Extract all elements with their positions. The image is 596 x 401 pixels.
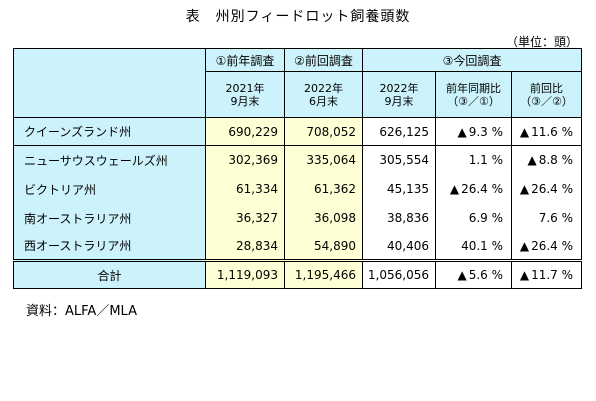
yoy-cell: ▲ 26.4 % [435, 174, 512, 204]
last-value: 54,890 [284, 232, 363, 261]
total-row: 合計 1,119,093 1,195,466 1,056,056 ▲ 5.6 % … [13, 259, 582, 289]
current-value: 626,125 [362, 117, 436, 146]
decrease-mark: ▲ [519, 182, 530, 196]
header-row-1: ①前年調査 ②前回調査 ③今回調査 [13, 48, 582, 118]
total-yoy-value: 5.6 % [468, 268, 503, 282]
header-prev-ratio-label: 前回比 [530, 81, 563, 95]
header-yoy-label: 前年同期比 [446, 81, 501, 95]
prev-ratio-cell: 7.6 % [511, 203, 582, 233]
header-last-period: 2022年 6月末 [284, 71, 363, 118]
yoy-value: 6.9 % [468, 211, 503, 225]
yoy-value: 40.1 % [461, 238, 503, 253]
decrease-mark: ▲ [449, 182, 460, 196]
state-name: ビクトリア州 [13, 174, 206, 204]
last-value: 335,064 [284, 145, 363, 175]
prev-ratio-value: 8.8 % [538, 153, 573, 168]
header-prev-ratio-formula: （③／②） [520, 94, 573, 108]
prev-ratio-value: 26.4 % [531, 238, 573, 253]
prev-value: 61,334 [205, 174, 285, 204]
prev-value: 28,834 [205, 232, 285, 261]
header-state-cell [13, 48, 206, 118]
table-row: 西オーストラリア州 28,834 54,890 40,406 40.1 % ▲ 2… [13, 232, 582, 261]
total-label: 合計 [13, 259, 206, 289]
last-value: 61,362 [284, 174, 363, 204]
total-prev-ratio-value: 11.7 % [531, 268, 573, 282]
yoy-value: 26.4 % [461, 182, 503, 196]
decrease-mark: ▲ [519, 268, 530, 282]
table-row: 南オーストラリア州 36,327 36,098 38,836 6.9 % 7.6… [13, 203, 582, 233]
prev-ratio-cell: ▲ 8.8 % [511, 145, 582, 175]
header-prev-period: 2021年 9月末 [205, 71, 285, 118]
total-last-value: 1,195,466 [284, 259, 363, 289]
header-last-period-year: 2022年 [304, 81, 343, 95]
last-value: 36,098 [284, 203, 363, 233]
current-value: 305,554 [362, 145, 436, 175]
yoy-cell: 40.1 % [435, 232, 512, 261]
current-value: 38,836 [362, 203, 436, 233]
total-prev-value: 1,119,093 [205, 259, 285, 289]
header-yoy: 前年同期比 （③／①） [435, 71, 512, 118]
header-last-survey: ②前回調査 [284, 48, 363, 72]
table-row: クイーンズランド州 690,229 708,052 626,125 ▲ 9.3 %… [13, 117, 582, 146]
yoy-cell: 6.9 % [435, 203, 512, 233]
decrease-mark: ▲ [457, 124, 467, 139]
prev-value: 690,229 [205, 117, 285, 146]
header-last-period-month: 6月末 [309, 94, 338, 108]
prev-ratio-cell: ▲ 26.4 % [511, 174, 582, 204]
prev-ratio-value: 11.6 % [531, 124, 573, 139]
header-current-period-month: 9月末 [384, 94, 414, 108]
header-row-2: 2021年 9月末 2022年 6月末 2022年 9月末 前年同期比 （③／①… [14, 71, 582, 118]
state-name: クイーンズランド州 [13, 117, 206, 146]
total-yoy-cell: ▲ 5.6 % [435, 259, 512, 289]
header-yoy-formula: （③／①） [447, 94, 500, 108]
total-prev-ratio-cell: ▲ 11.7 % [511, 259, 582, 289]
header-prev-period-year: 2021年 [225, 81, 265, 95]
prev-ratio-cell: ▲ 11.6 % [511, 117, 582, 146]
yoy-value: 9.3 % [468, 124, 503, 139]
header-current-survey: ③今回調査 [362, 48, 582, 72]
prev-value: 302,369 [205, 145, 285, 175]
decrease-mark: ▲ [519, 238, 530, 253]
table-row: ニューサウスウェールズ州 302,369 335,064 305,554 1.1… [13, 145, 582, 175]
unit-label: （単位：頭） [505, 35, 578, 49]
current-value: 40,406 [362, 232, 436, 261]
decrease-mark: ▲ [457, 268, 467, 282]
table-title: 表 州別フィードロット飼養頭数 [185, 9, 411, 25]
state-name: 南オーストラリア州 [13, 203, 206, 233]
table-row: ビクトリア州 61,334 61,362 45,135 ▲ 26.4 % ▲ 26.… [13, 174, 582, 204]
current-value: 45,135 [362, 174, 436, 204]
yoy-cell: ▲ 9.3 % [435, 117, 512, 146]
state-name: ニューサウスウェールズ州 [13, 145, 206, 175]
prev-value: 36,327 [205, 203, 285, 233]
decrease-mark: ▲ [519, 124, 530, 139]
prev-ratio-cell: ▲ 26.4 % [511, 232, 582, 261]
source-note: 資料：ALFA／MLA [26, 304, 137, 319]
prev-ratio-value: 7.6 % [538, 211, 573, 225]
header-current-period-year: 2022年 [379, 81, 419, 95]
header-prev-survey: ①前年調査 [205, 48, 285, 72]
header-prev-ratio: 前回比 （③／②） [511, 71, 582, 118]
prev-ratio-value: 26.4 % [531, 182, 573, 196]
yoy-cell: 1.1 % [435, 145, 512, 175]
state-name: 西オーストラリア州 [13, 232, 206, 261]
yoy-value: 1.1 % [468, 153, 503, 168]
total-current-value: 1,056,056 [362, 259, 436, 289]
decrease-mark: ▲ [527, 153, 537, 168]
last-value: 708,052 [284, 117, 363, 146]
header-prev-period-month: 9月末 [230, 94, 260, 108]
feedlot-table: ①前年調査 ②前回調査 ③今回調査 2021年 9月末 2022年 6月末 20… [13, 48, 582, 289]
header-current-period: 2022年 9月末 [362, 71, 436, 118]
